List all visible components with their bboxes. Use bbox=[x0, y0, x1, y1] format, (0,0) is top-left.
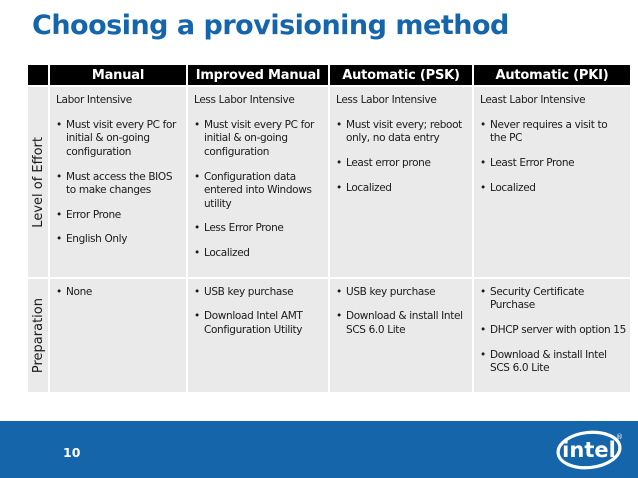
column-header-automatic-psk: Automatic (PSK) bbox=[330, 65, 472, 85]
cell-effort-automatic-psk: Less Labor Intensive Must visit every; r… bbox=[330, 87, 472, 277]
bullet-item: USB key purchase bbox=[335, 286, 468, 300]
row-label-level-of-effort: Level of Effort bbox=[28, 87, 48, 277]
bullet-item: Must visit every PC for initial & on-goi… bbox=[55, 119, 182, 160]
intel-logo-text: intel bbox=[562, 438, 616, 462]
cell-effort-improved-manual: Less Labor Intensive Must visit every PC… bbox=[188, 87, 328, 277]
registered-mark: ® bbox=[616, 433, 623, 441]
cell-lead: Labor Intensive bbox=[56, 94, 132, 106]
bullet-item: Localized bbox=[335, 182, 468, 196]
bullet-item: Least error prone bbox=[335, 157, 468, 171]
cell-prep-improved-manual: USB key purchase Download Intel AMT Conf… bbox=[188, 278, 328, 392]
cell-prep-automatic-pki: Security Certificate Purchase DHCP serve… bbox=[474, 278, 630, 392]
bullet-item: Localized bbox=[193, 247, 324, 261]
bullet-item: Configuration data entered into Windows … bbox=[193, 171, 324, 212]
cell-prep-manual: None bbox=[50, 278, 186, 392]
bullet-item: Download Intel AMT Configuration Utility bbox=[193, 310, 324, 337]
bullet-item: Localized bbox=[479, 182, 626, 196]
bullet-item: None bbox=[55, 286, 182, 300]
table-corner-cell bbox=[28, 65, 48, 85]
column-header-automatic-pki: Automatic (PKI) bbox=[474, 65, 630, 85]
bullet-item: Must visit every; reboot only, no data e… bbox=[335, 119, 468, 146]
page-number: 10 bbox=[63, 445, 81, 460]
bullet-item: English Only bbox=[55, 233, 182, 247]
bullet-item: DHCP server with option 15 bbox=[479, 324, 626, 338]
row-label-text: Preparation bbox=[30, 297, 46, 373]
intel-logo-icon: intel ® bbox=[556, 430, 623, 470]
cell-lead: Less Labor Intensive bbox=[336, 94, 437, 106]
bullet-item: Security Certificate Purchase bbox=[479, 286, 626, 313]
bullet-item: Error Prone bbox=[55, 209, 182, 223]
table-row-preparation: Preparation None USB key purchase Downlo… bbox=[28, 278, 630, 392]
bullet-item: Less Error Prone bbox=[193, 222, 324, 236]
cell-lead: Least Labor Intensive bbox=[480, 94, 586, 106]
row-label-preparation: Preparation bbox=[28, 278, 48, 392]
bullet-item: Download & install Intel SCS 6.0 Lite bbox=[479, 349, 626, 376]
row-label-text: Level of Effort bbox=[30, 136, 46, 228]
bullet-item: Never requires a visit to the PC bbox=[479, 119, 626, 146]
cell-lead: Less Labor Intensive bbox=[194, 94, 295, 106]
column-header-improved-manual: Improved Manual bbox=[188, 65, 328, 85]
cell-effort-manual: Labor Intensive Must visit every PC for … bbox=[50, 87, 186, 277]
bullet-item: Must visit every PC for initial & on-goi… bbox=[193, 119, 324, 160]
bullet-item: Least Error Prone bbox=[479, 157, 626, 171]
bullet-item: Must access the BIOS to make changes bbox=[55, 171, 182, 198]
table-header-row: Manual Improved Manual Automatic (PSK) A… bbox=[28, 65, 630, 85]
bullet-item: USB key purchase bbox=[193, 286, 324, 300]
provisioning-table: Manual Improved Manual Automatic (PSK) A… bbox=[26, 63, 632, 394]
cell-prep-automatic-psk: USB key purchase Download & install Inte… bbox=[330, 278, 472, 392]
bullet-item: Download & install Intel SCS 6.0 Lite bbox=[335, 310, 468, 337]
cell-effort-automatic-pki: Least Labor Intensive Never requires a v… bbox=[474, 87, 630, 277]
table-row-level-of-effort: Level of Effort Labor Intensive Must vis… bbox=[28, 87, 630, 277]
page-title: Choosing a provisioning method bbox=[32, 10, 509, 41]
footer-band: 10 intel ® bbox=[0, 421, 638, 478]
column-header-manual: Manual bbox=[50, 65, 186, 85]
